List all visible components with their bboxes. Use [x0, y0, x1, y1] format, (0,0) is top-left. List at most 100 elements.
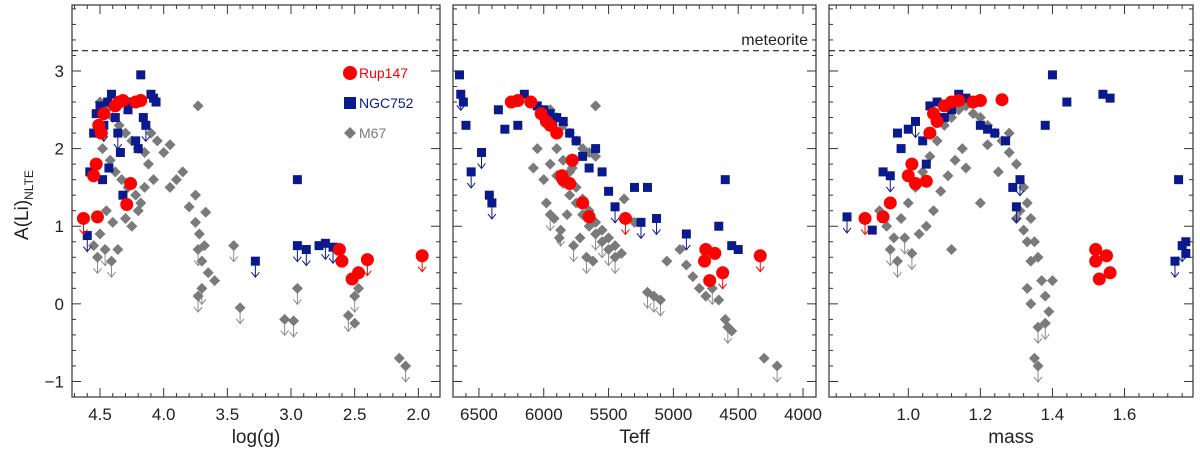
y-tick-label: 2 [55, 140, 64, 159]
m67-point [1032, 360, 1044, 372]
upper-limit-arrowhead [229, 256, 239, 263]
upper-limit-arrowhead [900, 248, 910, 255]
upper-limit-arrowhead [610, 267, 620, 275]
rup147-point [360, 253, 374, 267]
m67-point [551, 143, 563, 155]
m67-point [906, 247, 918, 259]
m67-point [687, 271, 699, 283]
m67-point [193, 228, 205, 240]
rup147-point [1089, 254, 1103, 268]
ngc752-point [584, 163, 594, 173]
m67-point [1025, 298, 1037, 310]
ngc752-point [714, 221, 724, 231]
series-ngc752 [842, 70, 1191, 278]
upper-limit-arrowhead [597, 252, 607, 259]
ngc752-point [89, 128, 99, 138]
upper-limit-arrowhead [1012, 217, 1021, 224]
rup147-point [995, 93, 1009, 107]
ngc752-point [477, 147, 487, 157]
y-tick-label: −1 [45, 372, 64, 391]
m67-point [228, 240, 240, 252]
ngc752-point [123, 105, 133, 115]
m67-point [234, 302, 246, 314]
upper-limit-arrowhead [1170, 271, 1180, 278]
m67-point [97, 143, 109, 155]
m67-point [209, 275, 221, 287]
m67-point [557, 154, 569, 166]
x-tick-label: 4.0 [152, 405, 176, 424]
rup147-point [134, 93, 148, 107]
rup147-point [335, 254, 349, 268]
m67-point [393, 352, 405, 364]
rup147-point [116, 93, 130, 107]
m67-point [881, 220, 893, 232]
m67-point [196, 282, 208, 294]
m67-point [553, 232, 565, 244]
upper-limit-arrowhead [280, 330, 290, 337]
upper-limit-arrowhead [107, 271, 116, 278]
ngc752-point [500, 124, 510, 134]
upper-limit-arrowhead [235, 318, 245, 325]
ngc752-point [1040, 120, 1050, 130]
upper-limit-arrowhead [82, 246, 92, 253]
upper-limit-arrowhead [456, 104, 466, 112]
m67-point [1036, 275, 1048, 287]
m67-point [1018, 181, 1030, 193]
rup147-point [708, 246, 722, 260]
y-tick-label: 0 [55, 295, 64, 314]
m67-point [291, 282, 303, 294]
upper-limit-arrowhead [772, 376, 782, 383]
m67-point [531, 143, 543, 155]
m67-point [544, 158, 556, 170]
rup147-point [120, 197, 134, 211]
x-tick-label: 4000 [784, 405, 822, 424]
m67-point [967, 108, 979, 120]
m67-point [931, 135, 943, 147]
rup147-point [1100, 249, 1114, 263]
m67-point [1032, 321, 1044, 333]
m67-point [928, 205, 940, 217]
upper-limit-arrowhead [321, 253, 330, 261]
x-tick-label: 5500 [590, 405, 628, 424]
legend-marker-ngc752 [344, 97, 356, 109]
upper-limit-arrowhead [636, 233, 646, 240]
legend-label: M67 [359, 125, 386, 141]
m67-point [119, 127, 131, 139]
m67-point [616, 247, 628, 259]
m67-point [654, 294, 666, 306]
ngc752-point [103, 97, 113, 107]
m67-point [596, 236, 608, 248]
upper-limit-arrowhead [417, 266, 427, 273]
m67-point [1028, 352, 1040, 364]
rup147-point [87, 169, 101, 183]
m67-point [561, 209, 573, 221]
ngc752-point [885, 171, 895, 181]
m67-point [726, 325, 738, 337]
ngc752-point [925, 101, 935, 111]
upper-limit-arrowhead [363, 270, 372, 277]
ngc752-point [1062, 97, 1072, 107]
m67-point [200, 206, 212, 218]
series-ngc752 [454, 70, 743, 255]
m67-point [1025, 212, 1037, 224]
m67-point [88, 240, 100, 252]
m67-point [568, 240, 580, 252]
x-tick-label: 2.0 [407, 405, 431, 424]
m67-point [1039, 290, 1051, 302]
upper-limit-arrowhead [681, 244, 691, 251]
m67-point [942, 170, 954, 182]
m67-point [190, 216, 202, 228]
m67-point [112, 244, 124, 256]
x-tick-label: 3.5 [216, 405, 240, 424]
m67-point [147, 174, 159, 186]
upper-limit-arrowhead [477, 163, 486, 170]
upper-limit-arrowhead [604, 260, 613, 267]
rup147-point [973, 93, 987, 107]
m67-point [100, 205, 112, 217]
x-axis-label: mass [988, 427, 1033, 448]
upper-limit-arrowhead [193, 260, 203, 267]
y-axis-label-subscript: NLTE [22, 170, 36, 200]
x-tick-label: 4500 [719, 405, 757, 424]
rup147-point [76, 211, 90, 225]
